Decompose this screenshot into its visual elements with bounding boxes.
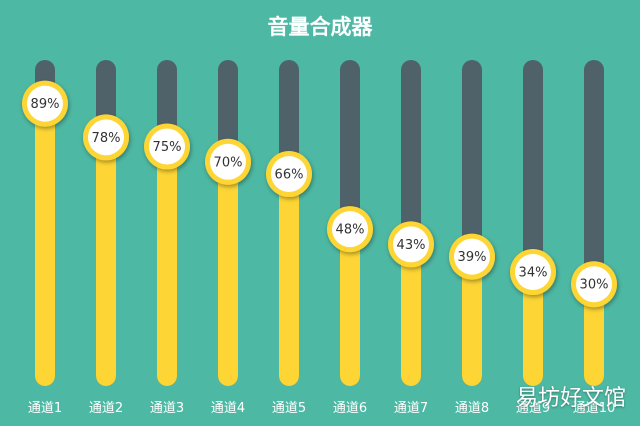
knob-face-channel-1 [27, 85, 63, 122]
channel-9: 34% 通道9 [510, 60, 556, 416]
knob-face-channel-10 [576, 266, 612, 303]
data-label-channel-9: 34% [519, 265, 548, 280]
data-label-channel-2: 78% [92, 131, 121, 146]
category-label-channel-5: 通道5 [272, 401, 306, 416]
channel-7: 43% 通道7 [388, 60, 434, 416]
knob-face-channel-2 [88, 119, 124, 156]
data-label-channel-5: 66% [275, 168, 304, 183]
data-label-channel-8: 39% [458, 250, 487, 265]
channel-10: 30% 通道10 [571, 60, 617, 416]
channel-3: 75% 通道3 [144, 60, 190, 416]
category-label-channel-3: 通道3 [150, 401, 184, 416]
category-label-channel-9: 通道9 [516, 401, 550, 416]
knob-face-channel-8 [454, 238, 490, 275]
data-label-channel-1: 89% [31, 97, 60, 112]
data-label-channel-3: 75% [153, 140, 182, 155]
category-label-channel-8: 通道8 [455, 401, 489, 416]
channel-8: 39% 通道8 [449, 60, 495, 416]
channel-1: 89% 通道1 [22, 60, 68, 416]
channel-sliders: 89% 通道1 78% 通道2 75% 通道3 70% 通道4 66% 通道5 48% 通道6 43% 通… [22, 60, 617, 416]
data-label-channel-4: 70% [214, 155, 243, 170]
channel-4: 70% 通道4 [205, 60, 251, 416]
category-label-channel-1: 通道1 [28, 401, 62, 416]
category-label-channel-4: 通道4 [211, 401, 245, 416]
data-label-channel-7: 43% [397, 238, 426, 253]
knob-face-channel-6 [332, 211, 368, 248]
category-label-channel-7: 通道7 [394, 401, 428, 416]
knob-face-channel-5 [271, 156, 307, 193]
knob-face-channel-9 [515, 253, 551, 290]
category-label-channel-10: 通道10 [573, 401, 616, 416]
watermark: 易坊好文馆 [515, 386, 626, 411]
category-label-channel-6: 通道6 [333, 401, 367, 416]
knob-face-channel-3 [149, 128, 185, 165]
data-label-channel-10: 30% [580, 278, 609, 293]
knob-face-channel-4 [210, 143, 246, 180]
data-label-channel-6: 48% [336, 223, 365, 238]
category-label-channel-2: 通道2 [89, 401, 123, 416]
channel-5: 66% 通道5 [266, 60, 312, 416]
knob-face-channel-7 [393, 226, 429, 263]
chart-title: 音量合成器 [268, 15, 374, 39]
channel-6: 48% 通道6 [327, 60, 373, 416]
channel-2: 78% 通道2 [83, 60, 129, 416]
